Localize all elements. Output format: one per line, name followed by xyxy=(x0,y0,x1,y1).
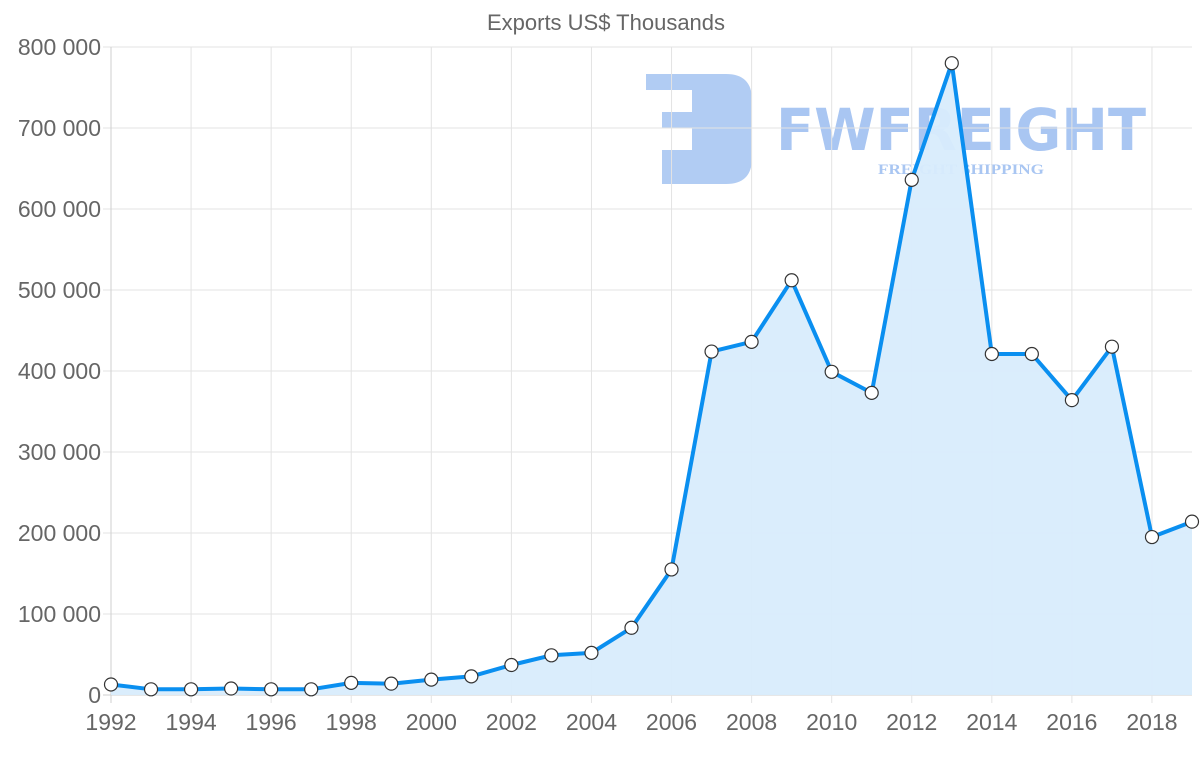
x-tick-label: 2016 xyxy=(1046,709,1097,735)
data-point[interactable] xyxy=(744,334,759,349)
data-point[interactable] xyxy=(1144,529,1160,545)
x-tick-label: 2018 xyxy=(1126,709,1177,735)
data-point[interactable] xyxy=(944,56,959,71)
data-point[interactable] xyxy=(584,645,599,660)
data-point[interactable] xyxy=(1104,339,1120,354)
x-tick-label: 2008 xyxy=(726,709,777,735)
data-point[interactable] xyxy=(904,172,919,187)
x-tick-label: 2004 xyxy=(566,709,617,735)
data-point[interactable] xyxy=(1064,393,1079,408)
y-tick-label: 300 000 xyxy=(18,439,101,465)
data-points xyxy=(103,56,1200,697)
data-point[interactable] xyxy=(384,676,399,691)
y-tick-label: 400 000 xyxy=(18,358,101,384)
data-point[interactable] xyxy=(264,682,279,697)
data-point[interactable] xyxy=(103,677,119,692)
x-tick-label: 2012 xyxy=(886,709,937,735)
y-tick-label: 100 000 xyxy=(18,601,101,627)
data-line xyxy=(110,61,1193,692)
data-point[interactable] xyxy=(464,669,479,684)
x-tick-label: 1992 xyxy=(85,709,136,735)
data-point[interactable] xyxy=(704,344,719,359)
x-tick-label: 2014 xyxy=(966,709,1017,735)
fwfreight-watermark: FWFREIGHT FREIGHT SHIPPING xyxy=(646,74,1146,184)
x-tick-label: 2002 xyxy=(486,709,537,735)
fwfreight-logo-icon xyxy=(646,74,752,184)
area-fill xyxy=(111,63,1192,695)
y-tick-label: 700 000 xyxy=(18,115,101,141)
x-tick-label: 2000 xyxy=(406,709,457,735)
data-point[interactable] xyxy=(784,273,799,288)
x-tick-label: 2010 xyxy=(806,709,857,735)
x-tick-label: 1998 xyxy=(326,709,377,735)
y-tick-label: 800 000 xyxy=(18,34,101,60)
y-tick-label: 600 000 xyxy=(18,196,101,222)
data-point[interactable] xyxy=(824,364,839,379)
y-tick-label: 200 000 xyxy=(18,520,101,546)
y-axis: 0 100 000 200 000 300 000 400 000 500 000 600 … xyxy=(18,34,101,708)
x-axis: 1992 1994 1996 1998 2000 2002 2004 2006 2008 2010… xyxy=(85,709,1177,735)
data-point[interactable] xyxy=(1184,514,1200,529)
data-point[interactable] xyxy=(984,346,999,362)
data-point[interactable] xyxy=(224,681,239,696)
data-point[interactable] xyxy=(504,657,519,673)
data-point[interactable] xyxy=(143,682,159,697)
y-tick-label: 0 xyxy=(88,682,101,708)
data-point[interactable] xyxy=(664,562,679,577)
y-tick-label: 500 000 xyxy=(18,277,101,303)
data-point[interactable] xyxy=(864,385,879,400)
x-tick-label: 2006 xyxy=(646,709,697,735)
data-point[interactable] xyxy=(183,682,199,697)
data-point[interactable] xyxy=(544,648,559,663)
chart-title: Exports US$ Thousands xyxy=(487,10,725,35)
data-point[interactable] xyxy=(624,620,639,635)
data-point[interactable] xyxy=(424,672,439,687)
x-tick-label: 1994 xyxy=(165,709,216,735)
data-point[interactable] xyxy=(344,675,359,690)
data-point[interactable] xyxy=(1024,346,1039,362)
data-point[interactable] xyxy=(304,682,319,697)
x-tick-label: 1996 xyxy=(246,709,297,735)
